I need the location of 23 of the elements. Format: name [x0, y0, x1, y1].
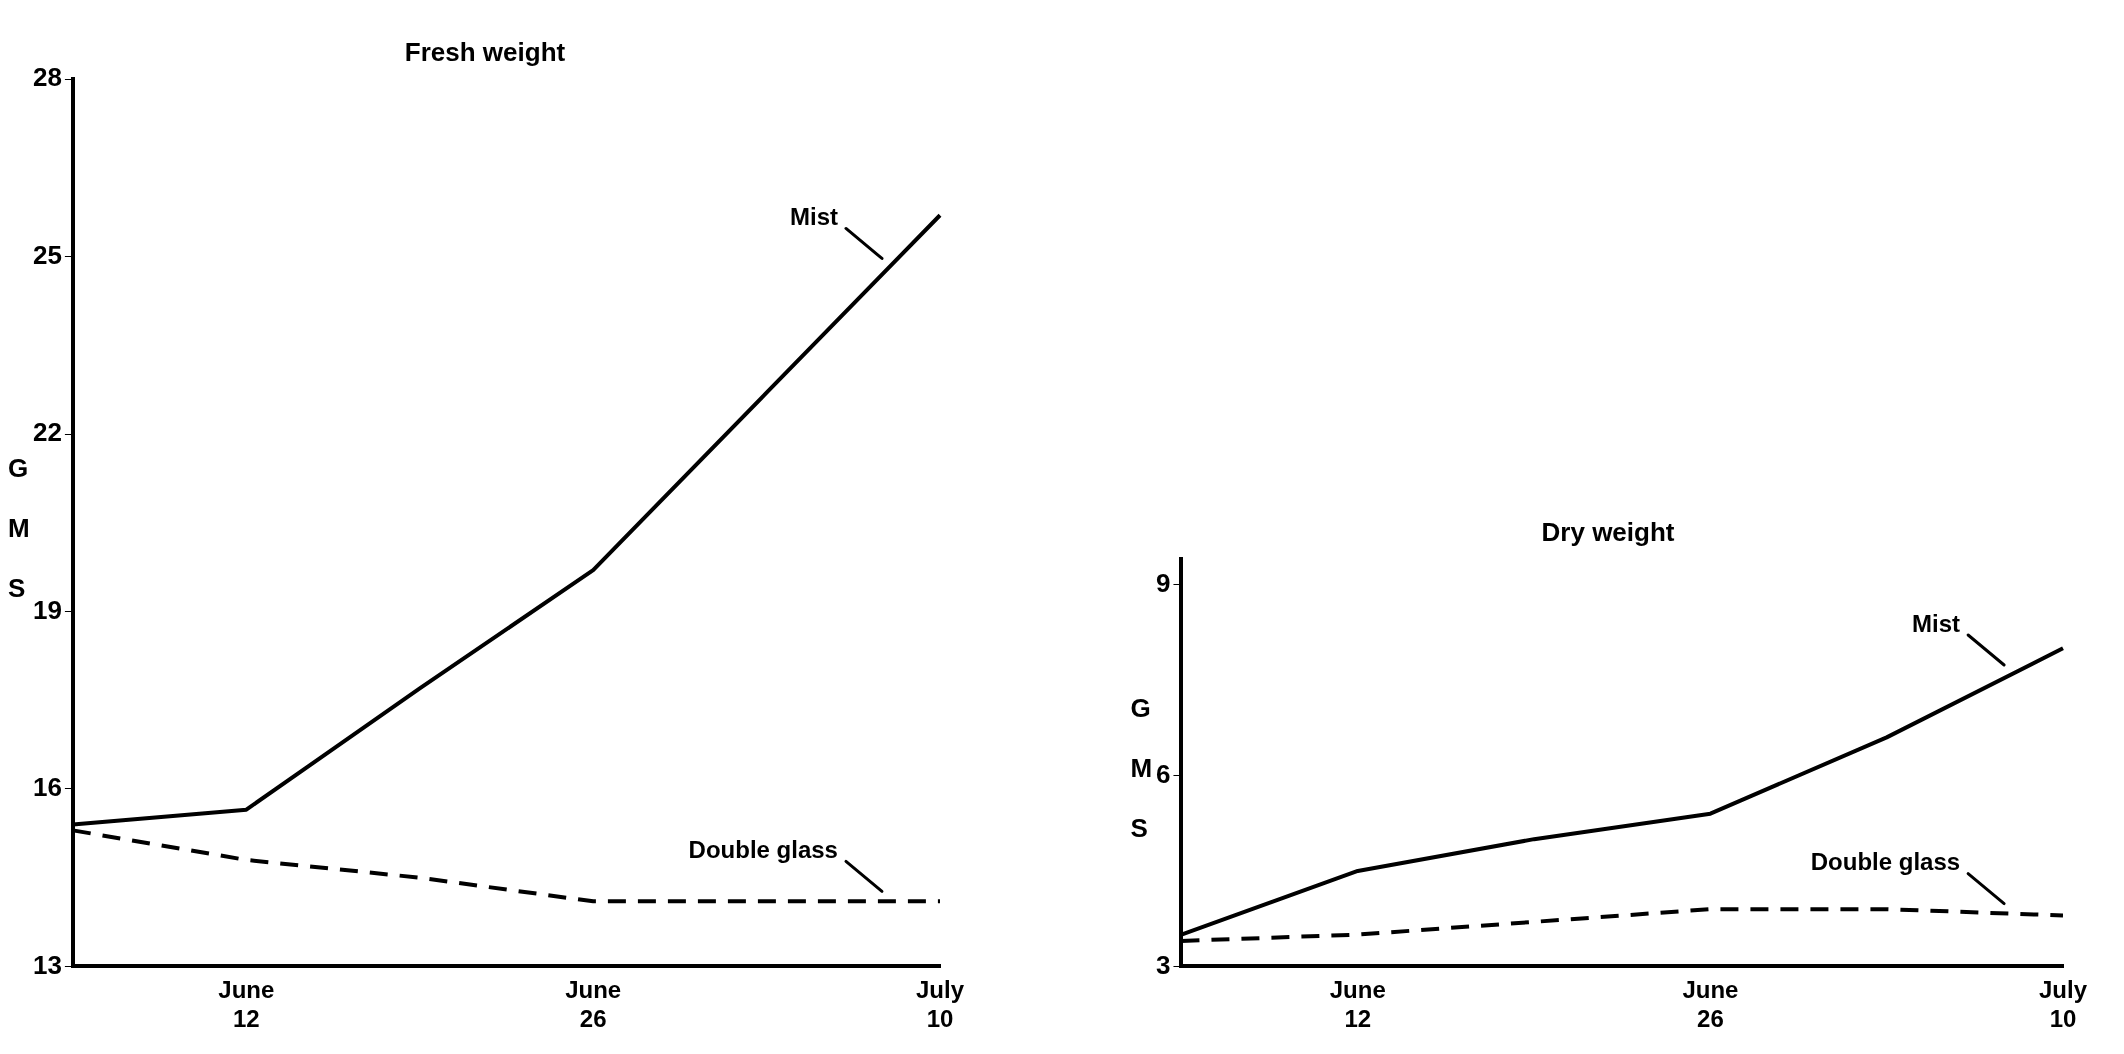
y-tick-label: 28: [33, 62, 63, 93]
y-tick-label: 9: [1155, 567, 1171, 598]
y-axis-title: GMS: [8, 452, 30, 605]
x-tick-label: June 12: [218, 976, 275, 1033]
x-tick-label: July 10: [2038, 976, 2088, 1033]
series-label: Double glass: [1810, 848, 1961, 876]
y-axis-title: GMS: [1130, 692, 1153, 845]
chart-title: Fresh weight: [405, 36, 566, 67]
y-tick-label: 13: [33, 949, 63, 980]
y-tick-label: 6: [1155, 758, 1171, 789]
x-tick-label: June 26: [1682, 976, 1739, 1033]
x-tick-label: June 26: [565, 976, 622, 1033]
chart-title: Dry weight: [1541, 516, 1675, 547]
x-tick-label: July 10: [916, 976, 966, 1033]
x-tick-label: June 12: [1329, 976, 1386, 1033]
y-tick-label: 3: [1155, 949, 1171, 980]
series-label: Double glass: [689, 835, 839, 863]
text: Mist: [790, 203, 839, 231]
text: Mist: [1912, 609, 1961, 637]
y-tick-label: 22: [33, 417, 63, 448]
y-tick-label: 19: [33, 594, 63, 625]
y-tick-label: 25: [33, 239, 63, 270]
y-tick-label: 16: [33, 772, 63, 803]
